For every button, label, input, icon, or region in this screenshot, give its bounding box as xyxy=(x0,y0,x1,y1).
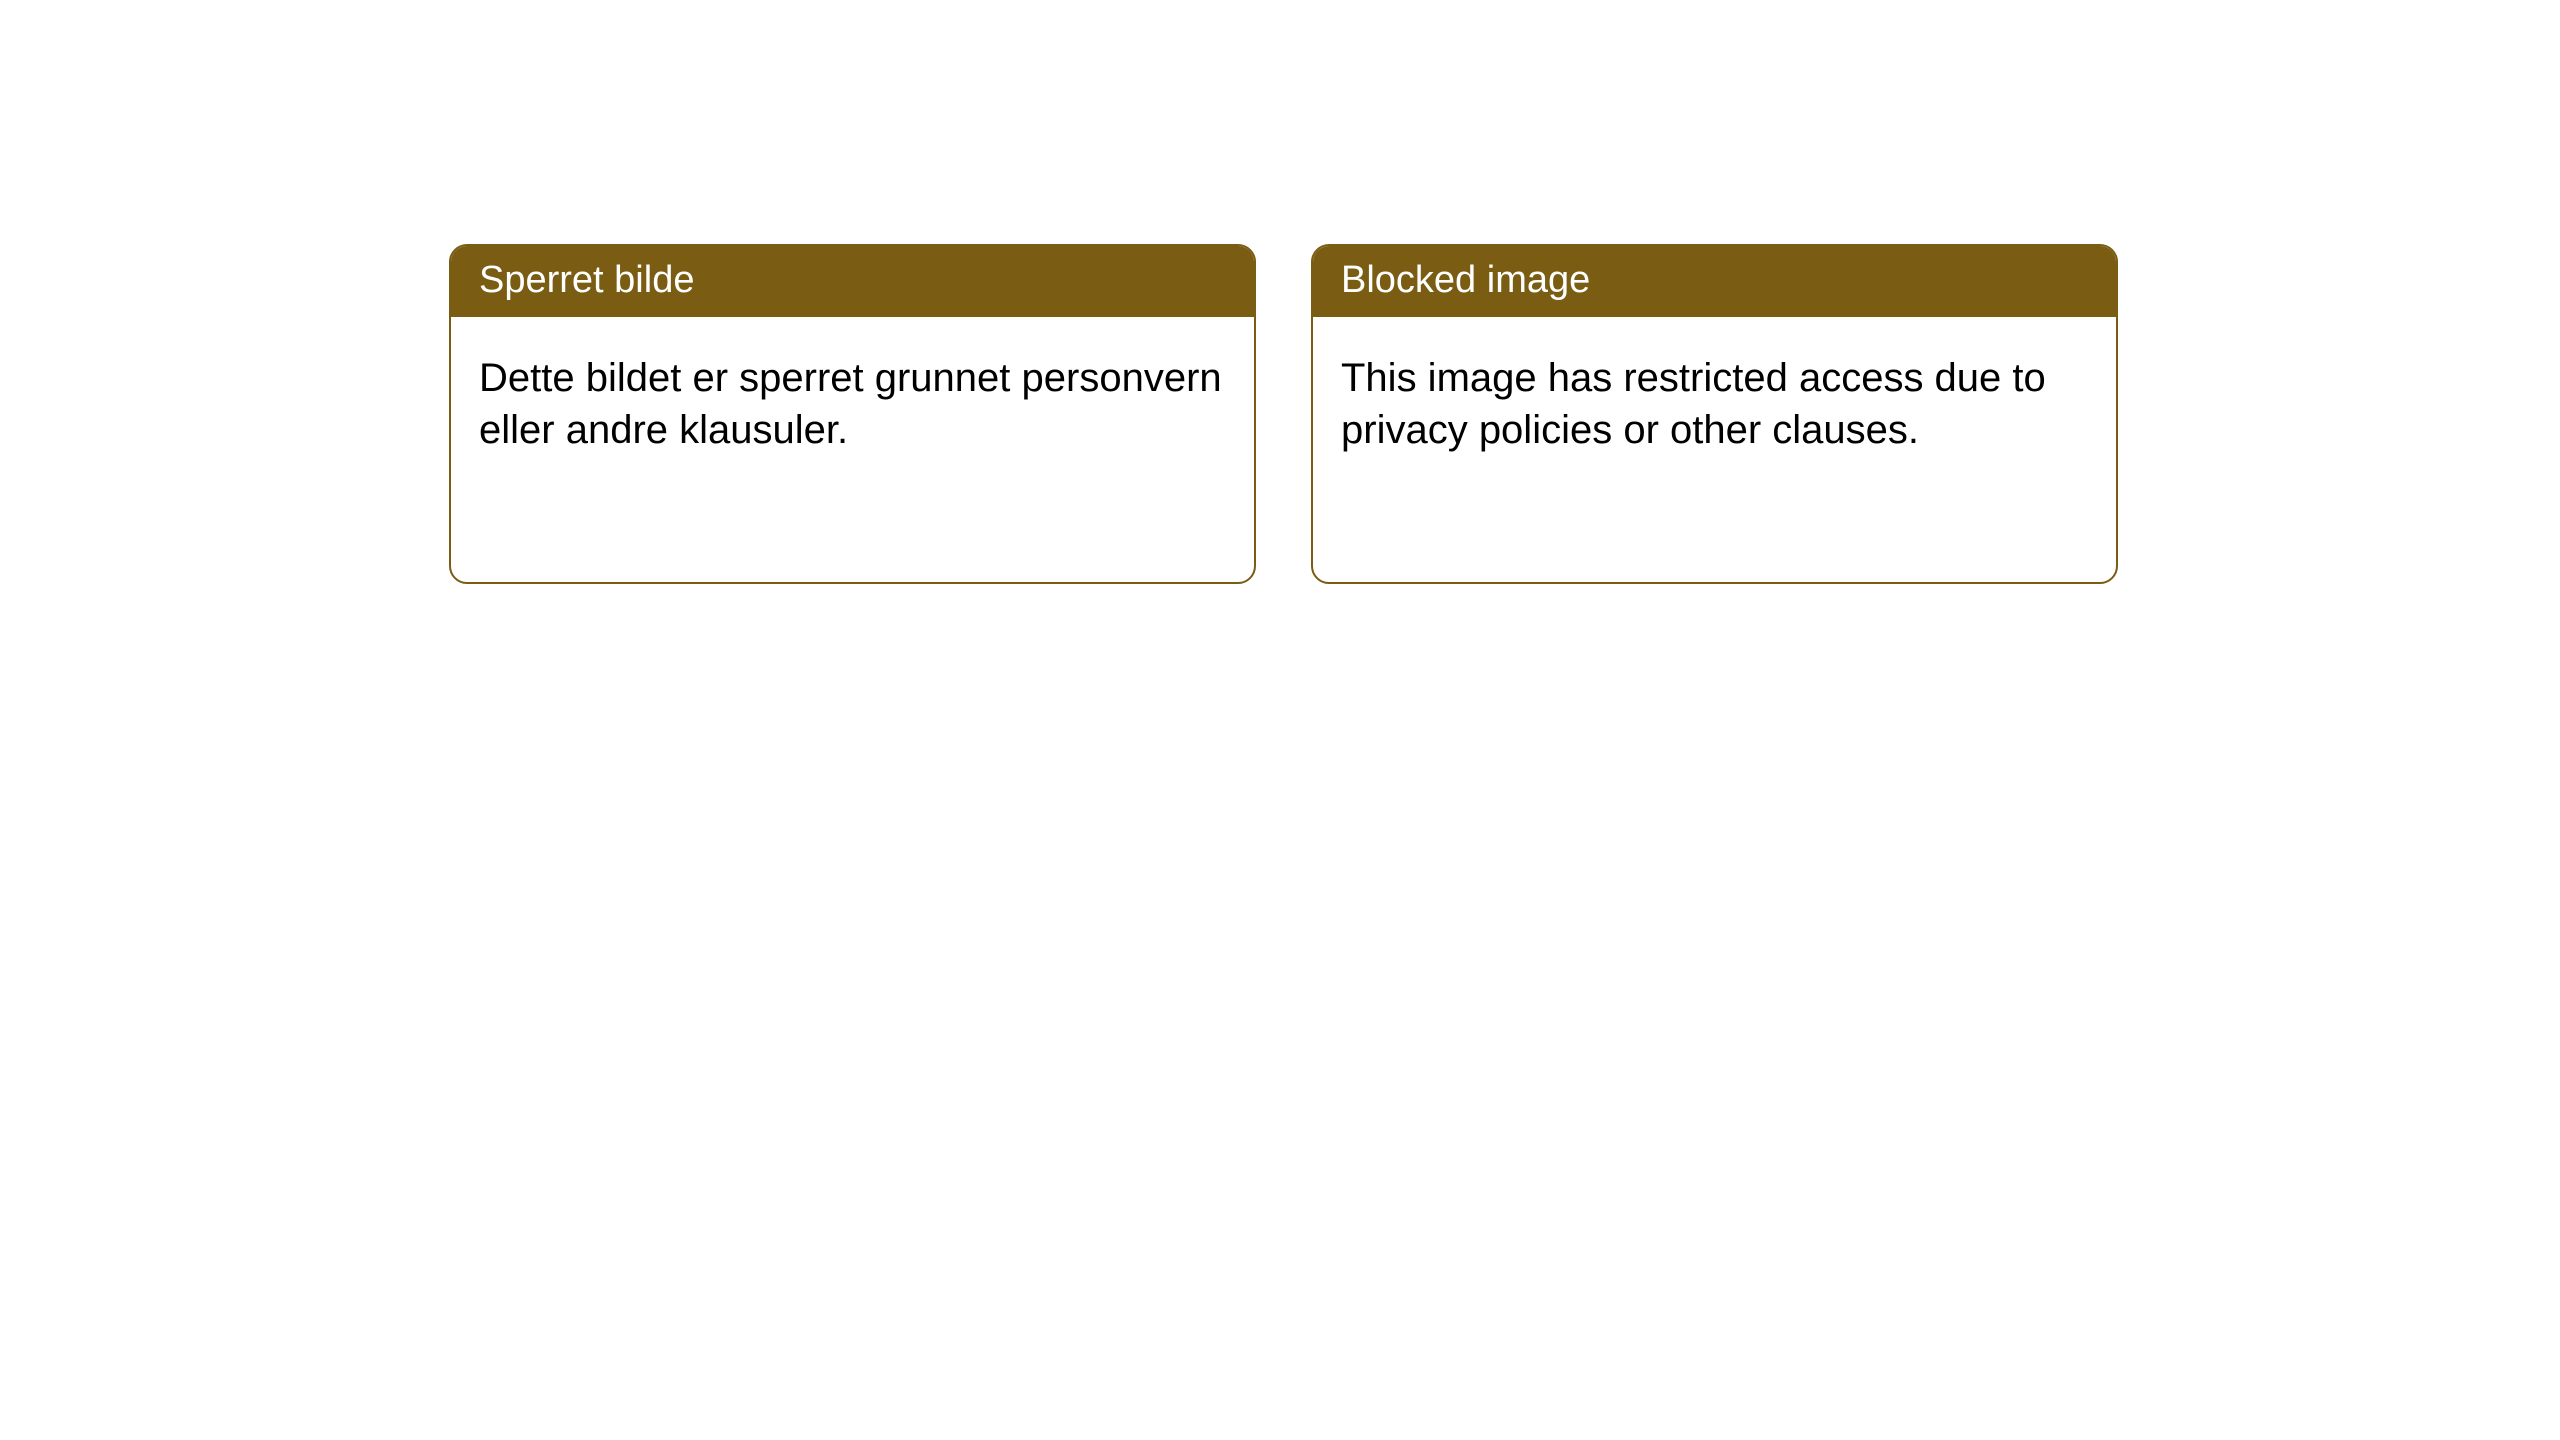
notice-body-english: This image has restricted access due to … xyxy=(1313,317,2116,582)
notice-text-norwegian: Dette bildet er sperret grunnet personve… xyxy=(479,352,1226,458)
notice-container: Sperret bilde Dette bildet er sperret gr… xyxy=(0,0,2560,584)
notice-card-english: Blocked image This image has restricted … xyxy=(1311,244,2118,584)
notice-text-english: This image has restricted access due to … xyxy=(1341,352,2088,458)
notice-body-norwegian: Dette bildet er sperret grunnet personve… xyxy=(451,317,1254,582)
notice-title-english: Blocked image xyxy=(1313,246,2116,317)
notice-card-norwegian: Sperret bilde Dette bildet er sperret gr… xyxy=(449,244,1256,584)
notice-title-norwegian: Sperret bilde xyxy=(451,246,1254,317)
